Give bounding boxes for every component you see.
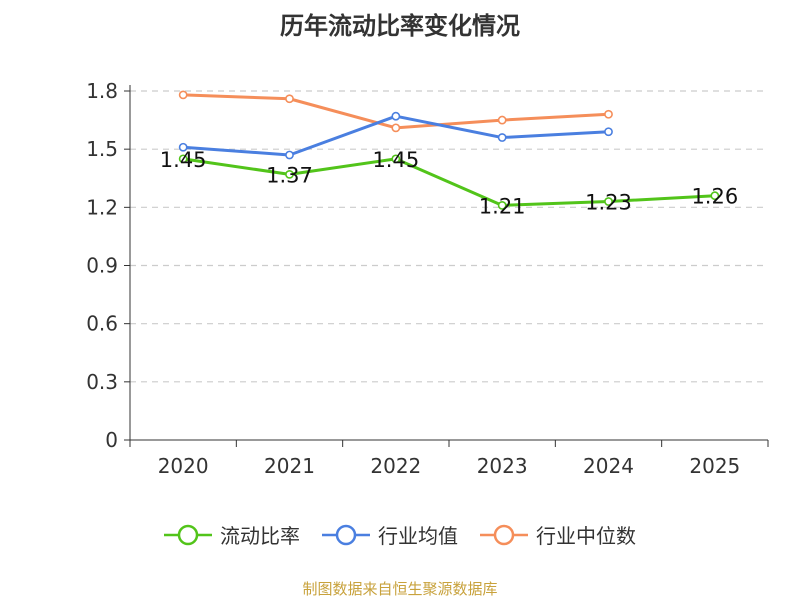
- source-note: 制图数据来自恒生聚源数据库: [302, 580, 498, 598]
- data-point: [497, 133, 507, 142]
- legend-label: 行业均值: [378, 524, 458, 548]
- y-tick-label: 0.9: [86, 254, 118, 278]
- y-tick-label: 1.8: [86, 79, 118, 103]
- x-tick-label: 2020: [158, 454, 209, 478]
- y-tick-label: 0.6: [86, 312, 118, 336]
- data-point: [285, 150, 294, 160]
- data-label: 1.26: [691, 185, 738, 209]
- data-point: [710, 191, 720, 201]
- x-tick-label: 2024: [583, 454, 634, 478]
- legend: 流动比率 行业均值 行业中位数: [0, 520, 800, 549]
- data-point: [285, 94, 294, 104]
- data-label: 1.37: [266, 163, 313, 187]
- data-point: [604, 197, 613, 206]
- y-tick-label: 0: [105, 428, 118, 452]
- legend-marker-icon: [164, 524, 212, 545]
- data-point: [178, 154, 188, 164]
- data-point: [285, 169, 294, 179]
- x-tick-label: 2025: [689, 454, 740, 478]
- data-label: 1.21: [479, 194, 526, 218]
- data-label: 1.23: [585, 191, 632, 215]
- data-point: [604, 127, 613, 137]
- data-point: [178, 90, 188, 100]
- legend-marker-icon: [480, 524, 528, 545]
- legend-marker-icon: [322, 524, 370, 545]
- series-line: [183, 93, 609, 130]
- x-tick-label: 2021: [264, 454, 315, 478]
- y-tick-label: 1.5: [86, 137, 118, 161]
- legend-item[interactable]: 行业均值: [322, 520, 458, 549]
- legend-label: 流动比率: [220, 524, 300, 548]
- data-point: [391, 154, 401, 164]
- y-tick-label: 0.3: [86, 370, 118, 394]
- data-point: [604, 109, 613, 119]
- data-point: [391, 111, 401, 121]
- chart-title: 历年流动比率变化情况: [280, 12, 520, 40]
- data-point: [497, 115, 507, 125]
- data-point: [391, 123, 401, 133]
- legend-item[interactable]: 行业中位数: [480, 520, 636, 549]
- x-tick-label: 2022: [370, 454, 421, 478]
- data-point: [497, 200, 507, 210]
- data-point: [178, 142, 188, 152]
- legend-label: 行业中位数: [536, 524, 636, 548]
- x-tick-label: 2023: [477, 454, 528, 478]
- y-tick-label: 1.2: [86, 195, 118, 219]
- data-label: 1.45: [372, 148, 419, 172]
- legend-item[interactable]: 流动比率: [164, 520, 300, 549]
- data-label: 1.45: [160, 148, 207, 172]
- series-line: [182, 157, 715, 207]
